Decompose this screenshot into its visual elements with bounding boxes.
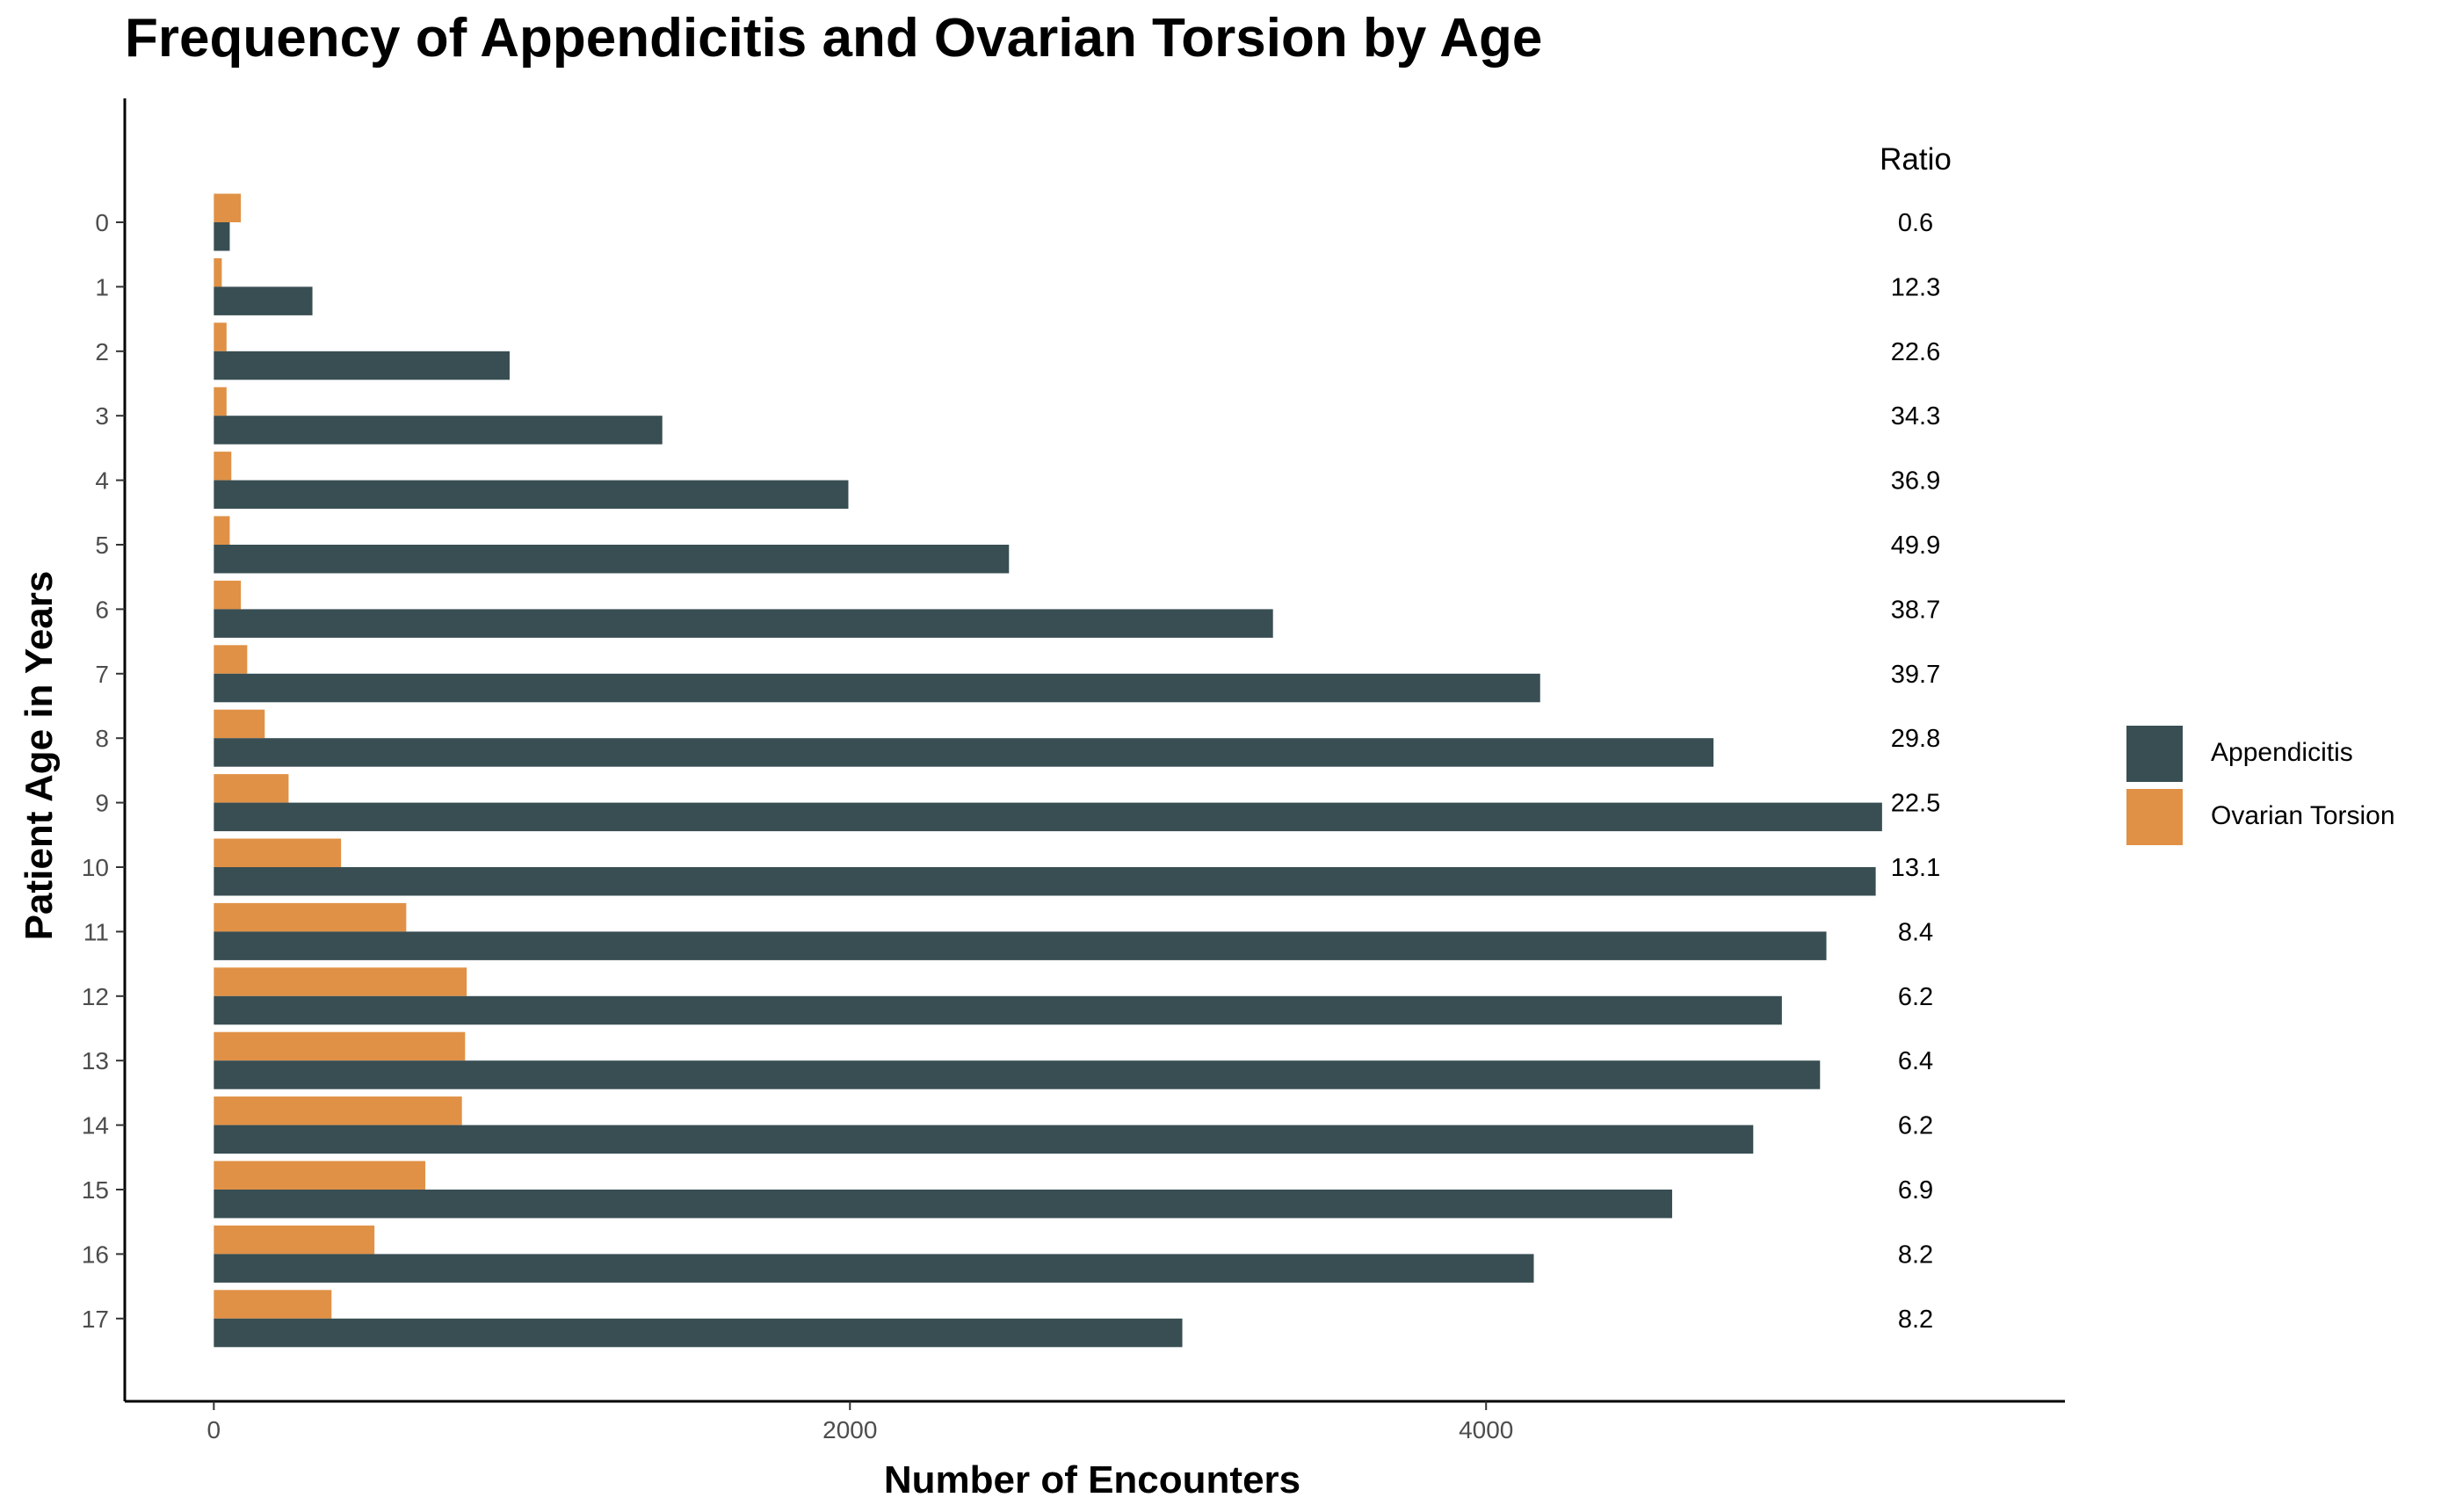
bar-ovarian-torsion bbox=[214, 580, 242, 610]
ratio-label: 6.4 bbox=[1898, 1047, 1933, 1075]
y-tick-label: 16 bbox=[82, 1241, 109, 1268]
y-tick-label: 7 bbox=[95, 661, 109, 688]
y-tick-label: 3 bbox=[95, 402, 109, 430]
bar-ovarian-torsion bbox=[214, 838, 342, 867]
ratio-label: 22.6 bbox=[1891, 338, 1940, 366]
bar-ovarian-torsion bbox=[214, 193, 242, 222]
ratio-label: 8.2 bbox=[1898, 1306, 1933, 1334]
bar-ovarian-torsion bbox=[214, 967, 467, 996]
legend-swatch-appendicitis bbox=[2126, 726, 2183, 782]
bar-appendicitis bbox=[214, 1125, 1754, 1154]
y-tick-label: 4 bbox=[95, 467, 109, 495]
bar-ovarian-torsion bbox=[214, 1290, 332, 1319]
y-tick-label: 11 bbox=[83, 918, 109, 945]
chart-title: Frequency of Appendicitis and Ovarian To… bbox=[125, 8, 1543, 69]
legend-label-ovarian-torsion: Ovarian Torsion bbox=[2211, 801, 2395, 830]
bar-appendicitis bbox=[214, 1318, 1183, 1348]
y-tick-label: 9 bbox=[95, 790, 109, 817]
ratio-label: 12.3 bbox=[1891, 273, 1940, 301]
y-tick-label: 15 bbox=[82, 1176, 109, 1204]
y-tick-label: 12 bbox=[82, 983, 109, 1010]
bar-appendicitis bbox=[214, 673, 1540, 703]
bar-ovarian-torsion bbox=[214, 257, 222, 287]
bar-ovarian-torsion bbox=[214, 387, 227, 416]
y-tick-label: 13 bbox=[82, 1047, 109, 1074]
y-tick-label: 17 bbox=[82, 1306, 109, 1333]
legend-swatch-ovarian-torsion bbox=[2126, 789, 2183, 845]
x-axis-title: Number of Encounters bbox=[883, 1458, 1301, 1501]
legend-label-appendicitis: Appendicitis bbox=[2211, 738, 2353, 767]
legend-item-ovarian-torsion: Ovarian Torsion bbox=[2126, 789, 2443, 845]
bar-appendicitis bbox=[214, 222, 230, 251]
x-tick-label: 2000 bbox=[822, 1416, 877, 1443]
y-tick-label: 5 bbox=[95, 532, 109, 559]
bar-ovarian-torsion bbox=[214, 452, 232, 481]
y-tick-label: 8 bbox=[95, 725, 109, 752]
ratio-label: 38.7 bbox=[1891, 596, 1940, 624]
legend-item-appendicitis: Appendicitis bbox=[2126, 726, 2443, 782]
ratio-label: 29.8 bbox=[1891, 725, 1940, 753]
bar-appendicitis bbox=[214, 738, 1714, 767]
bar-appendicitis bbox=[214, 286, 313, 315]
bar-appendicitis bbox=[214, 609, 1273, 638]
y-tick-label: 14 bbox=[82, 1112, 109, 1139]
bar-appendicitis bbox=[214, 416, 663, 445]
y-tick-label: 6 bbox=[95, 596, 109, 623]
bar-ovarian-torsion bbox=[214, 709, 265, 739]
bar-appendicitis bbox=[214, 802, 1882, 832]
bar-ovarian-torsion bbox=[214, 1031, 466, 1061]
ratio-label: 6.2 bbox=[1898, 1112, 1933, 1140]
bar-ovarian-torsion bbox=[214, 645, 248, 674]
bar-ovarian-torsion bbox=[214, 322, 227, 351]
bar-appendicitis bbox=[214, 351, 510, 380]
bar-ovarian-torsion bbox=[214, 1225, 375, 1255]
ratio-label: 39.7 bbox=[1891, 661, 1940, 689]
ratio-label: 36.9 bbox=[1891, 467, 1940, 496]
bar-appendicitis bbox=[214, 1254, 1534, 1283]
y-tick-label: 1 bbox=[95, 273, 109, 300]
bar-appendicitis bbox=[214, 1190, 1672, 1219]
bar-appendicitis bbox=[214, 545, 1010, 574]
ratio-header: Ratio bbox=[1880, 142, 1952, 177]
bar-appendicitis bbox=[214, 480, 849, 510]
ratio-label: 0.6 bbox=[1898, 209, 1933, 237]
ratio-label: 22.5 bbox=[1891, 790, 1940, 818]
y-tick-label: 0 bbox=[95, 209, 109, 236]
bar-ovarian-torsion bbox=[214, 774, 289, 803]
ratio-label: 8.4 bbox=[1898, 918, 1933, 946]
ratio-label: 13.1 bbox=[1891, 854, 1940, 882]
bar-ovarian-torsion bbox=[214, 516, 230, 545]
x-tick-label: 4000 bbox=[1459, 1416, 1513, 1443]
y-tick-label: 10 bbox=[82, 854, 109, 881]
ratio-label: 8.2 bbox=[1898, 1241, 1933, 1269]
bar-ovarian-torsion bbox=[214, 1096, 462, 1125]
bar-appendicitis bbox=[214, 995, 1782, 1025]
bar-ovarian-torsion bbox=[214, 1161, 426, 1190]
y-tick-label: 2 bbox=[95, 338, 109, 365]
bar-appendicitis bbox=[214, 1060, 1821, 1089]
ratio-label: 6.9 bbox=[1898, 1176, 1933, 1205]
ratio-label: 6.2 bbox=[1898, 983, 1933, 1011]
ratio-label: 34.3 bbox=[1891, 402, 1940, 430]
bar-appendicitis bbox=[214, 867, 1876, 896]
bar-ovarian-torsion bbox=[214, 902, 407, 932]
bar-appendicitis bbox=[214, 931, 1827, 960]
x-tick-label: 0 bbox=[207, 1416, 221, 1443]
ratio-label: 49.9 bbox=[1891, 532, 1940, 560]
